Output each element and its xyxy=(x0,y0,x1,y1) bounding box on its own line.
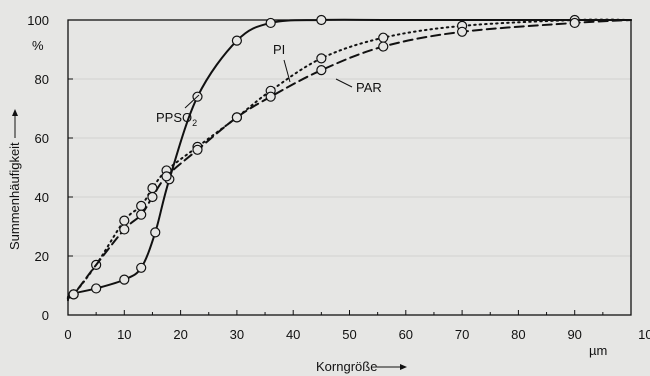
data-point-1-10 xyxy=(316,53,327,64)
y-tick-label-1: 20 xyxy=(35,249,49,264)
data-point-0-8 xyxy=(231,35,242,46)
leader-pi xyxy=(283,59,291,83)
svg-text:Korngröße: Korngröße xyxy=(316,359,377,374)
svg-text:Summenhäufigkeit: Summenhäufigkeit xyxy=(7,142,22,250)
x-tick-label-10: 100 xyxy=(638,327,650,342)
data-point-1-11 xyxy=(378,32,389,43)
data-point-1-3 xyxy=(119,215,130,226)
x-axis-title: Korngröße xyxy=(316,359,407,374)
y-tick-label-2: 40 xyxy=(35,190,49,205)
y-tick-label-0: 0 xyxy=(42,308,49,323)
series-line-1 xyxy=(67,18,632,299)
x-tick-label-1: 10 xyxy=(117,327,131,342)
grid xyxy=(68,78,631,257)
y-tick-label-3: 60 xyxy=(35,131,49,146)
series-label-par: PAR xyxy=(356,80,382,95)
plot-area xyxy=(68,20,631,315)
data-point-0-5 xyxy=(150,227,161,238)
data-point-0-10 xyxy=(316,14,327,26)
x-tick-label-3: 30 xyxy=(230,327,244,342)
data-point-0-4 xyxy=(136,262,147,273)
series-label-pi: PI xyxy=(273,42,285,57)
x-tick-label-7: 70 xyxy=(455,327,469,342)
x-tick-label-8: 80 xyxy=(511,327,525,342)
data-point-2-13 xyxy=(569,17,580,29)
x-unit-label: µm xyxy=(589,343,607,358)
data-point-2-6 xyxy=(161,171,172,182)
tick-labels: 0 10 20 30 40 50 60 70 80 90 100 0 20 40 60 80 100 xyxy=(27,13,650,342)
data-point-2-9 xyxy=(265,91,276,102)
data-point-2-4 xyxy=(136,209,147,220)
x-tick-label-4: 40 xyxy=(286,327,300,342)
data-point-2-3 xyxy=(119,224,130,235)
y-tick-label-4: 80 xyxy=(35,72,49,87)
data-point-0-2 xyxy=(91,283,102,294)
data-point-0-3 xyxy=(119,274,130,285)
x-tick-label-2: 20 xyxy=(173,327,187,342)
y-unit-label: % xyxy=(32,38,44,53)
data-point-0-9 xyxy=(265,17,276,29)
data-point-2-12 xyxy=(457,26,468,37)
data-point-2-1 xyxy=(68,289,79,300)
data-point-2-10 xyxy=(316,65,327,76)
y-tick-label-5: 100 xyxy=(27,13,49,28)
x-tick-label-5: 50 xyxy=(342,327,356,342)
data-point-2-7 xyxy=(192,144,203,155)
data-point-2-11 xyxy=(378,41,389,52)
y-axis-title: Summenhäufigkeit xyxy=(7,109,22,250)
x-tick-label-6: 60 xyxy=(399,327,413,342)
data-point-2-5 xyxy=(147,191,158,203)
x-tick-label-0: 0 xyxy=(64,327,71,342)
data-point-2-8 xyxy=(231,112,242,123)
series-layer xyxy=(66,14,632,302)
leader-par xyxy=(335,78,353,88)
series-label-ppso2: PPSO2 xyxy=(156,110,197,128)
leader-ppso2 xyxy=(184,94,200,109)
x-tick-label-9: 90 xyxy=(567,327,581,342)
